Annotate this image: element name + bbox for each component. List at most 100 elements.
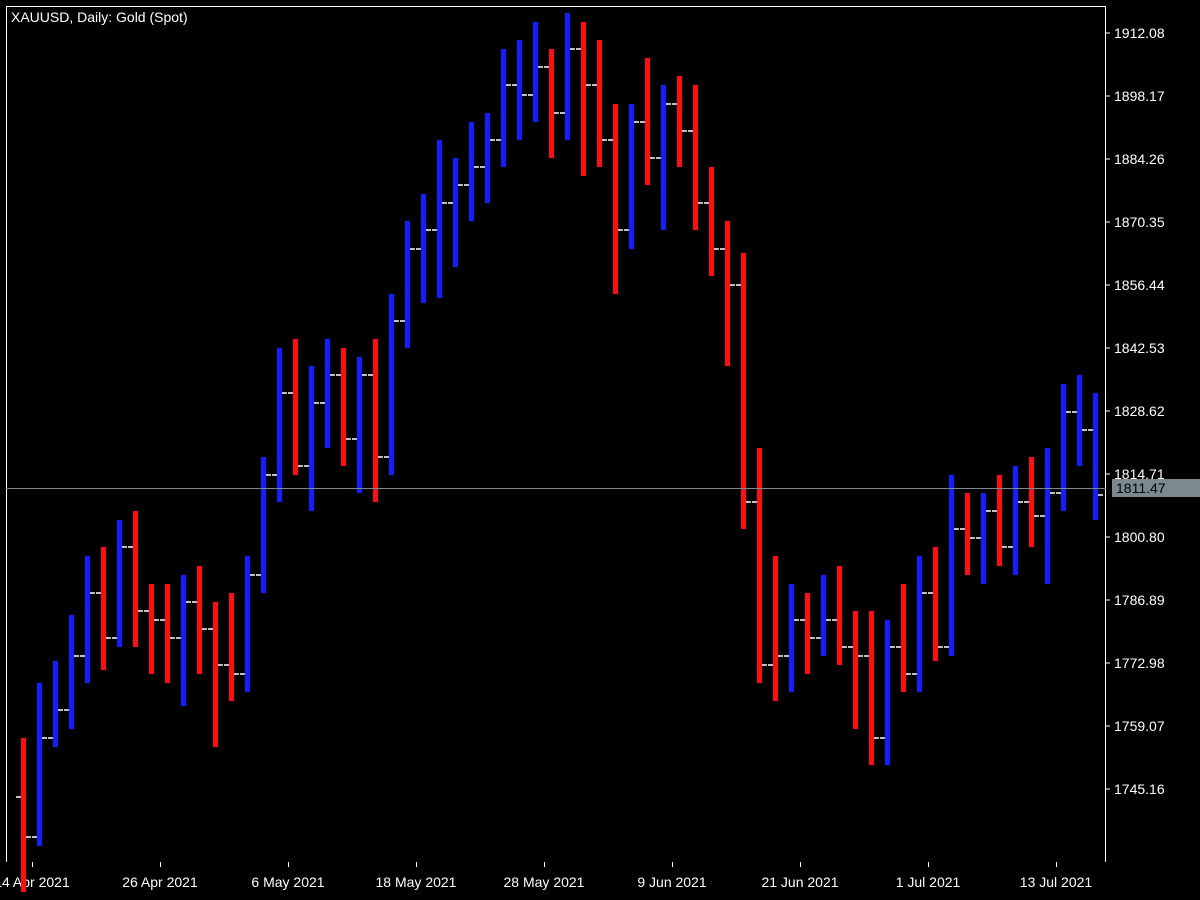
ohlc-bar bbox=[325, 13, 330, 869]
bar-range bbox=[533, 22, 538, 122]
bar-range bbox=[837, 566, 842, 666]
ohlc-bar bbox=[229, 13, 234, 869]
bar-range bbox=[901, 584, 906, 693]
price-axis-label: 1912.08 bbox=[1114, 25, 1165, 41]
price-axis-label: 1786.89 bbox=[1114, 592, 1165, 608]
bar-close-tick bbox=[250, 574, 255, 576]
bar-close-tick bbox=[874, 737, 879, 739]
bar-open-tick bbox=[720, 248, 725, 250]
time-axis-label: 26 Apr 2021 bbox=[122, 874, 198, 890]
bar-range bbox=[949, 475, 954, 656]
bar-range bbox=[1045, 448, 1050, 584]
price-axis-label: 1800.80 bbox=[1114, 529, 1165, 545]
bar-range bbox=[1013, 466, 1018, 575]
ohlc-bar bbox=[901, 13, 906, 869]
bar-range bbox=[773, 556, 778, 701]
ohlc-bar bbox=[405, 13, 410, 869]
bar-range bbox=[789, 584, 794, 693]
bar-open-tick bbox=[688, 130, 693, 132]
ohlc-bar bbox=[437, 13, 442, 869]
bar-open-tick bbox=[64, 709, 69, 711]
ohlc-bar bbox=[661, 13, 666, 869]
bar-close-tick bbox=[810, 637, 815, 639]
bar-range bbox=[581, 22, 586, 176]
bar-close-tick bbox=[346, 438, 351, 440]
bar-open-tick bbox=[16, 796, 21, 798]
bar-range bbox=[53, 661, 58, 747]
ohlc-bar bbox=[341, 13, 346, 869]
ohlc-bar bbox=[101, 13, 106, 869]
chart-container[interactable]: XAUUSD, Daily: Gold (Spot) 1811.47 1745.… bbox=[0, 0, 1200, 900]
bar-close-tick bbox=[442, 202, 447, 204]
price-axis-label: 1870.35 bbox=[1114, 214, 1165, 230]
ohlc-bar bbox=[981, 13, 986, 869]
ohlc-bar bbox=[821, 13, 826, 869]
ohlc-bar bbox=[533, 13, 538, 869]
bar-open-tick bbox=[160, 619, 165, 621]
bar-range bbox=[229, 593, 234, 702]
bar-open-tick bbox=[912, 673, 917, 675]
bar-close-tick bbox=[522, 94, 527, 96]
bar-range bbox=[149, 584, 154, 675]
bar-range bbox=[757, 448, 762, 684]
bar-close-tick bbox=[362, 374, 367, 376]
ohlc-bar bbox=[197, 13, 202, 869]
bar-range bbox=[165, 584, 170, 684]
ohlc-bar bbox=[517, 13, 522, 869]
bar-close-tick bbox=[586, 84, 591, 86]
ohlc-bar bbox=[469, 13, 474, 869]
ohlc-bar bbox=[997, 13, 1002, 869]
bar-open-tick bbox=[288, 392, 293, 394]
bar-close-tick bbox=[554, 112, 559, 114]
bar-open-tick bbox=[80, 655, 85, 657]
bar-open-tick bbox=[1056, 492, 1061, 494]
ohlc-bar bbox=[149, 13, 154, 869]
ohlc-bar bbox=[245, 13, 250, 869]
bar-range bbox=[821, 575, 826, 657]
ohlc-bar bbox=[389, 13, 394, 869]
bar-range bbox=[709, 167, 714, 276]
bar-close-tick bbox=[634, 121, 639, 123]
bar-open-tick bbox=[1088, 429, 1093, 431]
bar-range bbox=[869, 611, 874, 765]
bar-range bbox=[197, 566, 202, 675]
bar-open-tick bbox=[992, 510, 997, 512]
price-axis-label: 1828.62 bbox=[1114, 403, 1165, 419]
bar-open-tick bbox=[624, 229, 629, 231]
time-axis-label: 6 May 2021 bbox=[251, 874, 324, 890]
bar-open-tick bbox=[144, 610, 149, 612]
ohlc-bar bbox=[709, 13, 714, 869]
bar-close-tick bbox=[922, 592, 927, 594]
bar-close-tick bbox=[618, 229, 623, 231]
bar-close-tick bbox=[714, 248, 719, 250]
bar-close-tick bbox=[410, 248, 415, 250]
bar-open-tick bbox=[496, 139, 501, 141]
ohlc-bar bbox=[885, 13, 890, 869]
chart-plot-area[interactable] bbox=[6, 6, 1106, 862]
bar-close-tick bbox=[666, 103, 671, 105]
bar-close-tick bbox=[602, 139, 607, 141]
bar-range bbox=[85, 556, 90, 683]
bar-range bbox=[565, 13, 570, 140]
ohlc-bar bbox=[1093, 13, 1098, 869]
bar-open-tick bbox=[640, 121, 645, 123]
bar-range bbox=[1093, 393, 1098, 520]
ohlc-bar bbox=[645, 13, 650, 869]
bar-close-tick bbox=[458, 184, 463, 186]
bars-layer bbox=[13, 13, 1113, 869]
ohlc-bar bbox=[1029, 13, 1034, 869]
bar-close-tick bbox=[170, 637, 175, 639]
ohlc-bar bbox=[693, 13, 698, 869]
ohlc-bar bbox=[181, 13, 186, 869]
bar-close-tick bbox=[986, 510, 991, 512]
bar-close-tick bbox=[650, 157, 655, 159]
bar-open-tick bbox=[544, 66, 549, 68]
bar-close-tick bbox=[570, 48, 575, 50]
bar-open-tick bbox=[656, 157, 661, 159]
bar-close-tick bbox=[1066, 411, 1071, 413]
bar-close-tick bbox=[314, 402, 319, 404]
bar-close-tick bbox=[970, 537, 975, 539]
ohlc-bar bbox=[53, 13, 58, 869]
bar-range bbox=[277, 348, 282, 502]
bar-range bbox=[453, 158, 458, 267]
